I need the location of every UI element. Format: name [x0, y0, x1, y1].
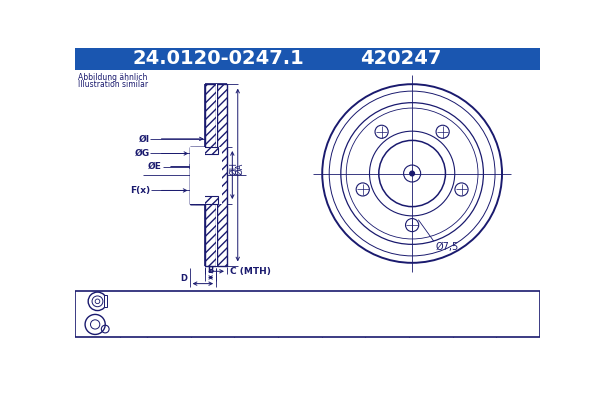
Bar [75, 290, 540, 337]
Text: 17,5: 17,5 [245, 320, 268, 330]
Text: H: H [469, 295, 480, 308]
Circle shape [410, 171, 415, 176]
Text: 15,8: 15,8 [506, 320, 530, 330]
Text: Abbildung ähnlich: Abbildung ähnlich [78, 74, 148, 82]
Bar [195, 146, 218, 154]
Text: 340,0: 340,0 [154, 320, 184, 330]
Text: Ø7,5: Ø7,5 [436, 242, 458, 252]
Text: E: E [339, 295, 348, 308]
Text: 24.0120-0247.1: 24.0120-0247.1 [133, 49, 304, 68]
Text: Illustration similar: Illustration similar [78, 80, 148, 88]
Text: F(x): F(x) [130, 186, 150, 195]
Text: 141,0: 141,0 [460, 320, 490, 330]
Text: I: I [516, 295, 520, 308]
Bar [217, 84, 227, 266]
Text: G: G [426, 295, 436, 308]
Text: C (MTH): C (MTH) [230, 267, 271, 276]
Text: 420247: 420247 [360, 49, 441, 68]
Text: ØH: ØH [229, 162, 238, 175]
Text: 108,0: 108,0 [329, 320, 358, 330]
Bar [205, 84, 227, 266]
Text: 43,0: 43,0 [289, 320, 311, 330]
Text: D: D [181, 274, 187, 283]
Bar [104, 295, 107, 308]
Text: 5: 5 [384, 320, 391, 330]
Bar [205, 84, 216, 266]
Bar [75, 290, 540, 337]
Text: ØG: ØG [134, 149, 149, 158]
Text: ØE: ØE [148, 162, 162, 171]
Text: 63,5: 63,5 [419, 320, 442, 330]
Bar [216, 84, 217, 266]
Text: C: C [251, 295, 261, 308]
Text: D: D [295, 295, 305, 308]
Text: B: B [208, 295, 217, 308]
Text: B: B [208, 266, 214, 275]
Text: A: A [164, 295, 174, 308]
Text: ØI: ØI [138, 134, 149, 143]
Bar [75, 48, 540, 70]
Text: 20,0: 20,0 [201, 320, 224, 330]
Text: F(x): F(x) [373, 295, 401, 308]
Bar [190, 146, 222, 204]
Bar [190, 146, 205, 204]
Bar [195, 196, 218, 204]
Text: ØA: ØA [236, 163, 245, 175]
